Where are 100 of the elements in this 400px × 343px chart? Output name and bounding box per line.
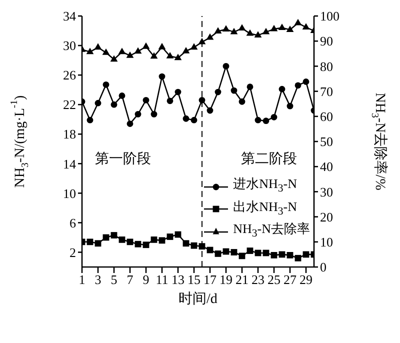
- x-tick-label: 5: [110, 272, 118, 288]
- point: [134, 240, 142, 248]
- point: [270, 114, 278, 120]
- x-tick-label: 13: [172, 272, 184, 288]
- point: [174, 88, 182, 96]
- point: [102, 81, 110, 88]
- x-tick-label: 25: [268, 272, 280, 288]
- point: [118, 92, 126, 99]
- y2-tick-label: 90: [320, 34, 333, 49]
- point: [102, 48, 110, 55]
- point: [150, 52, 158, 59]
- y2-tick-label: 70: [320, 84, 333, 99]
- y2-tick-label: 20: [320, 209, 333, 224]
- x-tick-label: 11: [156, 272, 168, 288]
- point: [222, 63, 230, 70]
- legend-label: NH$_{3}$-N去除率: [233, 220, 310, 242]
- point: [286, 102, 294, 110]
- point: [94, 240, 102, 247]
- point: [270, 24, 278, 32]
- point: [278, 24, 286, 30]
- point: [166, 234, 174, 240]
- point: [190, 242, 198, 249]
- y-tick-label: 22: [63, 97, 76, 112]
- x-tick-label: 19: [220, 272, 232, 288]
- point: [278, 86, 286, 92]
- point: [238, 252, 246, 260]
- x-tick-label: 3: [94, 272, 102, 288]
- x-axis-title: 时间/d: [178, 291, 218, 307]
- annotation: 第二阶段: [241, 150, 297, 168]
- point: [126, 120, 134, 127]
- point: [142, 96, 150, 104]
- point: [238, 24, 246, 30]
- point: [110, 101, 118, 108]
- point: [270, 252, 278, 258]
- y2-tick-label: 80: [320, 58, 333, 74]
- point: [166, 98, 174, 104]
- point: [182, 46, 190, 54]
- y-tick-label: 26: [63, 68, 76, 83]
- point: [182, 240, 190, 247]
- point: [134, 47, 142, 54]
- point: [158, 237, 166, 244]
- x-tick-label: 27: [284, 272, 297, 288]
- y2-tick-label: 10: [320, 234, 333, 250]
- point: [254, 31, 262, 38]
- point: [158, 73, 166, 80]
- x-tick-label: 15: [188, 272, 200, 288]
- y-tick-label: 30: [63, 38, 76, 54]
- point: [142, 242, 150, 248]
- point: [190, 43, 198, 50]
- point: [206, 33, 214, 40]
- y-tick-label: 2: [70, 244, 76, 260]
- y-tick-label: 14: [63, 156, 76, 172]
- point: [222, 25, 230, 32]
- y-tick-label: 34: [63, 8, 76, 24]
- point: [286, 26, 294, 32]
- y2-tick-label: 100: [320, 8, 340, 24]
- point: [86, 238, 94, 246]
- point: [110, 232, 118, 238]
- point: [286, 252, 294, 258]
- point: [198, 96, 206, 104]
- x-tick-label: 23: [252, 272, 264, 288]
- point: [142, 42, 150, 49]
- point: [126, 51, 134, 58]
- point: [182, 115, 190, 122]
- y-tick-label: 18: [63, 126, 76, 142]
- x-tick-label: 29: [300, 272, 312, 288]
- y2-tick-label: 0: [320, 260, 326, 275]
- point: [246, 248, 254, 254]
- annotation: 第一阶段: [95, 150, 151, 168]
- point: [294, 254, 302, 262]
- point: [230, 87, 238, 94]
- legend-label: 进水NH$_{3}$-N: [233, 175, 297, 197]
- legend-label: 出水NH$_{3}$-N: [233, 198, 297, 220]
- point: [214, 88, 222, 96]
- x-tick-label: 9: [142, 272, 150, 288]
- point: [302, 23, 310, 30]
- point: [230, 249, 238, 256]
- x-tick-label: 1: [78, 272, 86, 288]
- point: [126, 238, 134, 246]
- point: [246, 29, 254, 36]
- y2-tick-label: 40: [320, 159, 333, 174]
- point: [174, 54, 182, 60]
- point: [294, 18, 302, 26]
- point: [214, 250, 222, 257]
- x-tick-label: 17: [204, 272, 217, 288]
- point: [294, 82, 302, 89]
- point: [230, 28, 238, 34]
- point: [110, 55, 118, 62]
- point: [198, 243, 206, 250]
- point: [94, 43, 102, 50]
- x-tick-label: 21: [236, 272, 248, 288]
- point: [302, 78, 310, 85]
- y-tick-label: 10: [63, 186, 76, 201]
- point: [262, 28, 270, 34]
- point: [246, 84, 254, 90]
- point: [158, 42, 166, 50]
- point: [86, 116, 94, 124]
- point: [150, 236, 158, 243]
- point: [206, 107, 214, 114]
- x-tick-label: 7: [126, 272, 134, 288]
